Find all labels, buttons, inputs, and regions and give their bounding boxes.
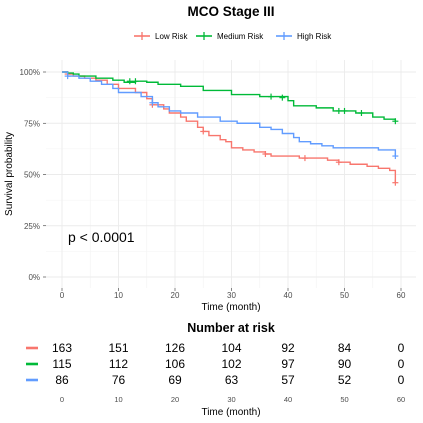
- km-curve-low-risk: [62, 71, 397, 183]
- risk-cell-low-risk: 126: [165, 341, 185, 355]
- risk-table-x-tick-label: 50: [340, 395, 348, 404]
- plot-curves: [62, 71, 399, 186]
- y-tick-label: 50%: [24, 171, 40, 180]
- y-tick-label: 100%: [20, 68, 40, 77]
- y-tick-label: 75%: [24, 119, 40, 128]
- x-tick-label: 10: [114, 291, 123, 300]
- x-tick-label: 60: [397, 291, 406, 300]
- risk-cell-low-risk: 163: [52, 341, 72, 355]
- legend: Low Risk Medium Risk High Risk: [134, 32, 332, 41]
- risk-table-x-tick-label: 0: [60, 395, 64, 404]
- risk-cell-low-risk: 92: [281, 341, 295, 355]
- y-tick-label: 25%: [24, 222, 40, 231]
- plot-grid: [46, 60, 416, 288]
- risk-cell-high-risk: 52: [338, 373, 352, 387]
- risk-table-x-tick-label: 40: [284, 395, 292, 404]
- risk-cell-medium-risk: 106: [165, 357, 185, 371]
- risk-cell-low-risk: 151: [108, 341, 128, 355]
- risk-cell-low-risk: 0: [398, 341, 405, 355]
- x-tick-label: 0: [60, 291, 65, 300]
- risk-cell-high-risk: 86: [55, 373, 69, 387]
- risk-cell-medium-risk: 102: [221, 357, 241, 371]
- risk-cell-medium-risk: 112: [109, 357, 128, 371]
- risk-table-x-tick-label: 30: [227, 395, 235, 404]
- y-axis-label: Survival probability: [4, 132, 15, 216]
- x-axis-label: Time (month): [201, 302, 260, 313]
- legend-label-low-risk: Low Risk: [155, 32, 188, 41]
- risk-cell-low-risk: 104: [221, 341, 241, 355]
- legend-label-medium-risk: Medium Risk: [217, 32, 264, 41]
- risk-cell-low-risk: 84: [338, 341, 352, 355]
- x-tick-label: 40: [284, 291, 293, 300]
- risk-table-title: Number at risk: [187, 321, 275, 335]
- legend-label-high-risk: High Risk: [297, 32, 332, 41]
- risk-table-x-tick-label: 20: [171, 395, 179, 404]
- risk-cell-high-risk: 57: [281, 373, 295, 387]
- legend-item-low-risk: Low Risk: [134, 32, 188, 41]
- risk-cell-medium-risk: 97: [281, 357, 295, 371]
- risk-cell-medium-risk: 90: [338, 357, 352, 371]
- x-tick-label: 20: [171, 291, 180, 300]
- plot-ticks: 0 10 20 30 40 50 60 0% 25% 50% 75% 100%: [20, 68, 406, 300]
- legend-item-medium-risk: Medium Risk: [196, 32, 264, 41]
- risk-cell-high-risk: 63: [225, 373, 239, 387]
- risk-cell-medium-risk: 115: [52, 357, 71, 371]
- km-curve-high-risk: [62, 71, 397, 157]
- risk-table: 163 151 126 104 92 84 0 115 112 106 102 97 90 0 86 76 69…: [26, 341, 405, 404]
- x-tick-label: 30: [227, 291, 236, 300]
- chart-title: MCO Stage III: [187, 4, 274, 19]
- p-value-annotation: p < 0.0001: [68, 229, 135, 245]
- legend-item-high-risk: High Risk: [276, 32, 332, 41]
- risk-table-x-tick-label: 60: [397, 395, 405, 404]
- risk-table-x-tick-label: 10: [114, 395, 122, 404]
- risk-cell-medium-risk: 0: [398, 357, 405, 371]
- km-curve-medium-risk: [62, 71, 397, 122]
- risk-cell-high-risk: 0: [398, 373, 405, 387]
- x-tick-label: 50: [340, 291, 349, 300]
- y-tick-label: 0%: [28, 273, 40, 282]
- risk-cell-high-risk: 76: [112, 373, 126, 387]
- risk-cell-high-risk: 69: [168, 373, 182, 387]
- risk-table-x-label: Time (month): [201, 407, 260, 418]
